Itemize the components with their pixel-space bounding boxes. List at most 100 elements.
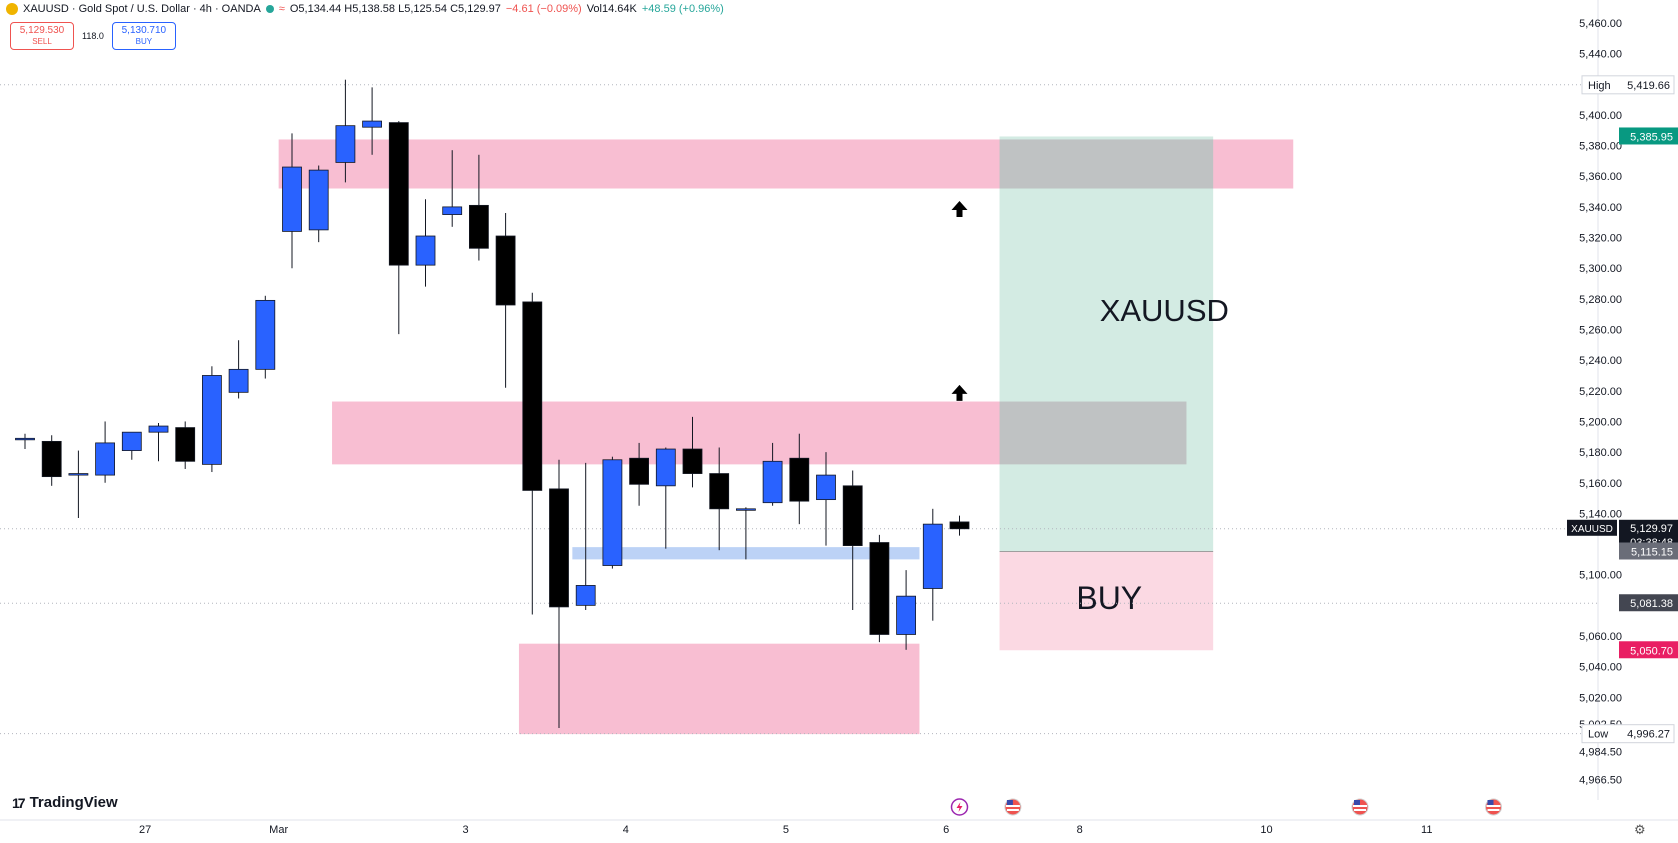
high-label: High bbox=[1588, 80, 1611, 92]
y-tick-label: 5,180.00 bbox=[1579, 447, 1622, 459]
bearish-candle[interactable] bbox=[789, 457, 810, 502]
bearish-candle[interactable] bbox=[682, 448, 703, 474]
spread-value: 118.0 bbox=[82, 31, 104, 41]
y-tick-label: 5,260.00 bbox=[1579, 325, 1622, 337]
target-zone[interactable] bbox=[999, 136, 1214, 552]
market-open-icon bbox=[265, 5, 274, 13]
bullish-candle[interactable] bbox=[308, 169, 329, 231]
flag-stripe bbox=[1353, 805, 1367, 807]
volume-change: +48.59 (+0.96%) bbox=[641, 3, 724, 15]
low-label-value: 4,996.27 bbox=[1627, 729, 1670, 741]
flag-canton bbox=[1354, 800, 1360, 805]
entry-price-tag[interactable] bbox=[1619, 542, 1678, 560]
y-tick-label: 5,440.00 bbox=[1579, 49, 1622, 61]
x-tick-label: 3 bbox=[462, 824, 468, 836]
sell-label: SELL bbox=[32, 37, 52, 46]
bullish-candle[interactable] bbox=[335, 125, 356, 163]
bullish-candle[interactable] bbox=[15, 437, 35, 441]
bullish-candle[interactable] bbox=[255, 299, 276, 370]
bearish-candle[interactable] bbox=[709, 473, 730, 510]
x-tick-label: 27 bbox=[139, 824, 151, 836]
y-tick-label: 5,220.00 bbox=[1579, 386, 1622, 398]
low-label: Low bbox=[1588, 729, 1608, 741]
flag-stripe bbox=[1487, 809, 1500, 811]
bullish-candle[interactable] bbox=[95, 442, 115, 476]
bearish-candle[interactable] bbox=[41, 440, 62, 478]
y-tick-label: 5,100.00 bbox=[1579, 570, 1622, 582]
y-tick-label: 5,460.00 bbox=[1579, 18, 1622, 30]
bullish-candle[interactable] bbox=[922, 523, 943, 589]
bullish-candle[interactable] bbox=[148, 425, 169, 433]
symbol-tag-text: XAUUSD bbox=[1571, 524, 1613, 535]
buy-button[interactable]: 5,130.710 BUY bbox=[111, 22, 176, 50]
gold-symbol-icon bbox=[6, 3, 18, 15]
y-tick-label: 4,984.50 bbox=[1579, 747, 1622, 759]
gear-icon[interactable]: ⚙ bbox=[1634, 822, 1646, 837]
zone-overlap bbox=[999, 139, 1214, 189]
bearish-candle[interactable] bbox=[842, 485, 863, 546]
bearish-candle[interactable] bbox=[522, 301, 543, 491]
y-tick-label: 5,140.00 bbox=[1579, 508, 1622, 520]
x-tick-label: 10 bbox=[1260, 824, 1272, 836]
bullish-candle[interactable] bbox=[575, 585, 596, 606]
stop-price-tag-value: 5,050.70 bbox=[1630, 645, 1673, 657]
zone-overlap bbox=[999, 401, 1187, 465]
bearish-candle[interactable] bbox=[468, 204, 489, 249]
flag-canton bbox=[1487, 800, 1494, 805]
trade-panel: 5,129.530 SELL 118.0 5,130.710 BUY bbox=[10, 22, 176, 50]
flag-stripe bbox=[1005, 805, 1020, 807]
bullish-candle[interactable] bbox=[68, 473, 89, 476]
ohlc-values: O5,134.44 H5,138.58 L5,125.54 C5,129.97 bbox=[289, 3, 501, 15]
y-tick-label: 5,360.00 bbox=[1579, 171, 1622, 183]
y-tick-label: 5,020.00 bbox=[1579, 692, 1622, 704]
level-price-tag-value: 5,081.38 bbox=[1630, 598, 1673, 610]
flag-stripe bbox=[1486, 805, 1501, 807]
sell-button[interactable]: 5,129.530 SELL bbox=[10, 22, 74, 50]
bearish-candle[interactable] bbox=[629, 457, 649, 485]
x-tick-label: 5 bbox=[783, 824, 789, 836]
buy-price: 5,130.710 bbox=[121, 25, 167, 36]
bearish-candle[interactable] bbox=[949, 521, 970, 530]
x-tick-label: 11 bbox=[1421, 824, 1432, 836]
high-label-box bbox=[1581, 75, 1675, 95]
bearish-candle[interactable] bbox=[495, 235, 516, 306]
buy-label: BUY bbox=[135, 37, 153, 46]
flag-canton bbox=[1006, 800, 1013, 805]
bullish-candle[interactable] bbox=[362, 120, 383, 128]
symbol-title[interactable]: XAUUSD · Gold Spot / U.S. Dollar · 4h · … bbox=[23, 3, 261, 15]
up-arrow-icon bbox=[951, 200, 968, 217]
brand-name: TradingView bbox=[29, 794, 118, 811]
bullish-candle[interactable] bbox=[121, 431, 142, 451]
bullish-candle[interactable] bbox=[736, 508, 756, 511]
wave-icon: ≈ bbox=[278, 3, 285, 15]
bullish-candle[interactable] bbox=[655, 448, 676, 487]
y-tick-label: 5,160.00 bbox=[1579, 478, 1622, 490]
stop-price-tag[interactable] bbox=[1619, 641, 1678, 659]
bearish-candle[interactable] bbox=[869, 542, 890, 635]
low-label-box bbox=[1581, 724, 1675, 744]
bearish-candle[interactable] bbox=[549, 488, 569, 608]
level-price-tag[interactable] bbox=[1619, 594, 1678, 612]
bullish-candle[interactable] bbox=[415, 235, 436, 266]
tradingview-icon: 17 bbox=[12, 794, 26, 811]
tradingview-logo[interactable]: 17 TradingView bbox=[12, 794, 118, 811]
bullish-candle[interactable] bbox=[442, 206, 463, 215]
bullish-candle[interactable] bbox=[896, 595, 916, 635]
bullish-candle[interactable] bbox=[228, 368, 249, 393]
stop-zone[interactable] bbox=[999, 551, 1214, 651]
lightning-bolt bbox=[956, 802, 963, 812]
bullish-candle[interactable] bbox=[282, 166, 302, 232]
y-tick-label: 5,200.00 bbox=[1579, 416, 1622, 428]
bullish-candle[interactable] bbox=[201, 375, 222, 465]
bearish-candle[interactable] bbox=[388, 122, 409, 266]
bearish-candle[interactable] bbox=[175, 427, 196, 462]
bullish-candle[interactable] bbox=[762, 460, 783, 504]
chart-header: XAUUSD · Gold Spot / U.S. Dollar · 4h · … bbox=[6, 3, 724, 15]
volume-value: Vol14.64K bbox=[586, 3, 637, 15]
bullish-candle[interactable] bbox=[816, 474, 836, 501]
price-change: −4.61 (−0.09%) bbox=[505, 3, 582, 15]
bullish-candle[interactable] bbox=[602, 459, 623, 566]
target-price-tag[interactable] bbox=[1619, 127, 1678, 145]
